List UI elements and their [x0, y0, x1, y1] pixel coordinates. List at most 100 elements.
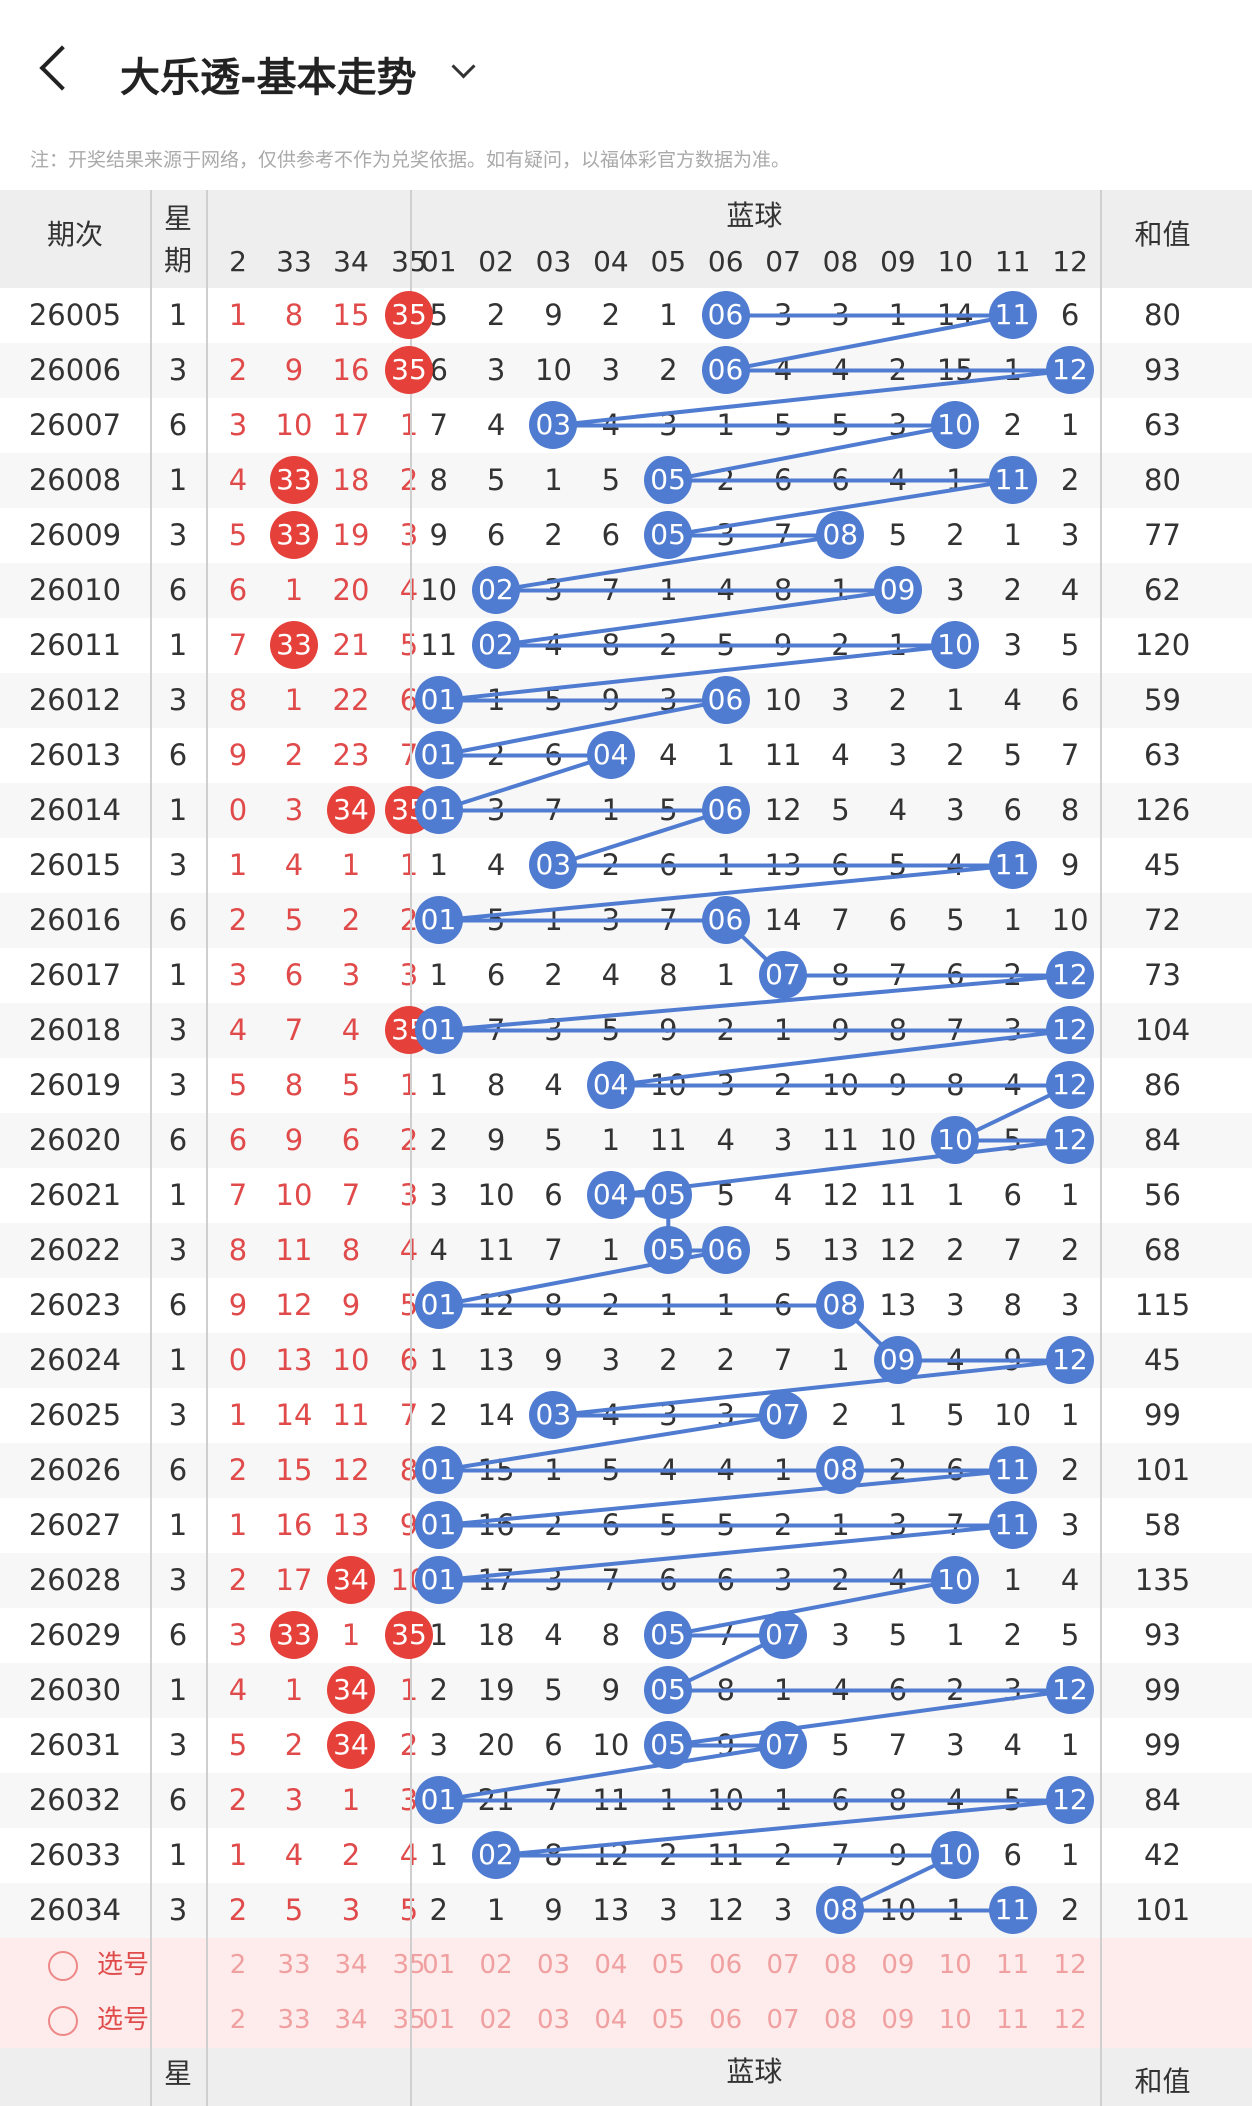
blue-miss-count: 10 [649, 1068, 687, 1102]
front-miss-count: 1 [228, 848, 248, 882]
blue-miss-count: 1 [601, 1233, 621, 1267]
select-blue-option[interactable]: 03 [536, 2005, 571, 2035]
select-blue-option[interactable]: 05 [651, 2005, 685, 2035]
blue-hit-ball: 10 [931, 401, 980, 449]
blue-miss-count: 15 [936, 353, 974, 387]
sum-value: 104 [1134, 1013, 1191, 1047]
blue-hit-ball: 11 [988, 1446, 1037, 1494]
select-front-option[interactable]: 35 [392, 1950, 426, 1980]
front-miss-count: 6 [284, 958, 304, 992]
blue-hit-ball: 12 [1045, 346, 1094, 394]
front-col-header: 34 [333, 245, 369, 278]
blue-miss-count: 11 [420, 628, 458, 662]
chevron-down-icon[interactable] [451, 54, 476, 79]
select-blue-option[interactable]: 07 [766, 1950, 800, 1980]
select-blue-option[interactable]: 10 [938, 1950, 972, 1980]
front-miss-count: 5 [399, 1288, 419, 1322]
blue-miss-count: 3 [716, 518, 735, 552]
select-front-option[interactable]: 33 [277, 2005, 311, 2035]
select-blue-option[interactable]: 02 [479, 1950, 513, 1980]
select-blue-option[interactable]: 11 [996, 1950, 1030, 1980]
select-blue-option[interactable]: 06 [709, 2005, 743, 2035]
blue-miss-count: 7 [888, 1728, 908, 1762]
front-miss-count: 18 [332, 463, 370, 497]
select-blue-option[interactable]: 12 [1053, 1950, 1087, 1980]
select-blue-option[interactable]: 08 [823, 1950, 858, 1980]
blue-miss-count: 13 [477, 1343, 515, 1377]
issue-column-header[interactable]: 期次 [46, 218, 103, 251]
select-blue-option[interactable]: 11 [996, 2005, 1030, 2035]
select-blue-option[interactable]: 04 [594, 1950, 628, 1980]
front-miss-count: 8 [341, 1233, 361, 1267]
blue-hit-ball: 11 [988, 291, 1037, 339]
select-blue-option[interactable]: 05 [651, 1950, 685, 1980]
select-front-option[interactable]: 33 [277, 1950, 311, 1980]
blue-miss-count: 4 [716, 1453, 735, 1487]
select-blue-option[interactable]: 04 [594, 2005, 628, 2035]
front-miss-count: 22 [332, 683, 370, 717]
blue-miss-count: 11 [592, 1783, 630, 1817]
select-front-option[interactable]: 2 [229, 2005, 247, 2035]
select-front-option[interactable]: 34 [334, 2005, 368, 2035]
select-blue-option[interactable]: 01 [422, 1950, 456, 1980]
blue-miss-count: 9 [429, 518, 448, 552]
select-blue-option[interactable]: 09 [881, 1950, 915, 1980]
blue-miss-count: 2 [486, 738, 506, 772]
blue-hit-ball: 12 [1045, 1666, 1094, 1714]
select-blue-option[interactable]: 09 [881, 2005, 915, 2035]
sum-value: 73 [1144, 958, 1181, 992]
select-blue-option[interactable]: 12 [1053, 2005, 1087, 2035]
select-radio-icon[interactable] [48, 2006, 78, 2036]
back-arrow-icon[interactable] [39, 45, 85, 91]
sum-value: 84 [1144, 1123, 1181, 1157]
front-miss-count: 4 [228, 1013, 248, 1047]
blue-miss-count: 4 [429, 1233, 448, 1267]
blue-miss-count: 9 [1060, 848, 1080, 882]
front-miss-count: 3 [228, 958, 248, 992]
table-footer-bg [0, 2048, 1252, 2106]
blue-col-header: 03 [535, 245, 572, 278]
select-blue-option[interactable]: 10 [938, 2005, 972, 2035]
blue-miss-count: 8 [544, 1838, 563, 1872]
sum-value: 101 [1134, 1453, 1191, 1487]
blue-miss-count: 3 [1003, 1013, 1022, 1047]
blue-miss-count: 2 [601, 848, 621, 882]
select-label[interactable]: 选号 [96, 2005, 149, 2035]
select-blue-option[interactable]: 02 [479, 2005, 513, 2035]
select-blue-option[interactable]: 03 [536, 1950, 571, 1980]
select-radio-icon[interactable] [48, 1951, 78, 1981]
table-header-bg [0, 190, 1252, 288]
front-miss-count: 5 [341, 1068, 361, 1102]
blue-miss-count: 2 [773, 1838, 793, 1872]
select-label[interactable]: 选号 [96, 1950, 149, 1980]
select-front-option[interactable]: 35 [392, 2005, 426, 2035]
front-miss-count: 3 [341, 958, 361, 992]
blue-miss-count: 2 [429, 1893, 448, 1927]
select-blue-option[interactable]: 07 [766, 2005, 800, 2035]
blue-hit-ball: 11 [988, 1501, 1037, 1549]
front-miss-count: 6 [341, 1123, 361, 1157]
blue-miss-count: 1 [888, 298, 908, 332]
blue-miss-count: 3 [773, 298, 793, 332]
blue-miss-count: 3 [429, 1728, 448, 1762]
blue-miss-count: 7 [773, 1343, 793, 1377]
page-title[interactable]: 大乐透-基本走势 [120, 55, 417, 101]
issue-number: 26029 [28, 1618, 122, 1652]
select-front-option[interactable]: 2 [229, 1950, 247, 1980]
blue-miss-count: 10 [420, 573, 458, 607]
blue-miss-count: 1 [1060, 1398, 1080, 1432]
front-miss-count: 7 [228, 1178, 248, 1212]
select-blue-option[interactable]: 06 [709, 1950, 743, 1980]
select-blue-option[interactable]: 08 [823, 2005, 858, 2035]
select-blue-option[interactable]: 01 [422, 2005, 456, 2035]
week-day: 3 [168, 1068, 188, 1102]
select-front-option[interactable]: 34 [334, 1950, 368, 1980]
blue-hit-ball: 01 [414, 896, 463, 944]
week-day: 1 [168, 958, 188, 992]
blue-miss-count: 4 [773, 353, 793, 387]
blue-miss-count: 8 [1060, 793, 1080, 827]
blue-miss-count: 9 [888, 1838, 908, 1872]
sum-value: 84 [1144, 1783, 1181, 1817]
front-miss-count: 7 [228, 628, 248, 662]
select-row-bg [0, 1938, 1252, 1993]
